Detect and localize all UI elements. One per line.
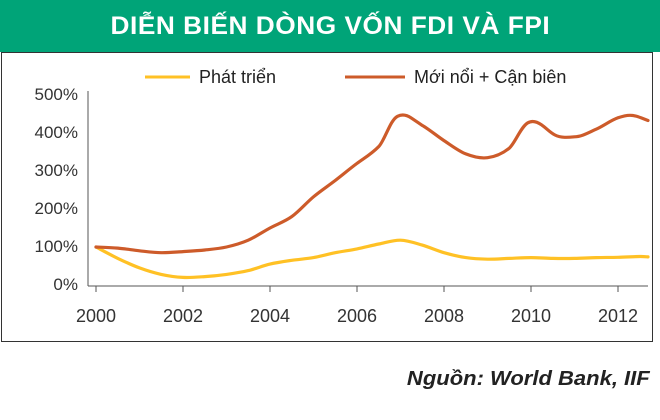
svg-text:2012: 2012 — [598, 306, 638, 326]
svg-text:400%: 400% — [35, 123, 78, 142]
svg-text:2008: 2008 — [424, 306, 464, 326]
svg-text:2004: 2004 — [250, 306, 290, 326]
svg-text:300%: 300% — [35, 161, 78, 180]
svg-text:0%: 0% — [53, 275, 78, 294]
svg-text:200%: 200% — [35, 199, 78, 218]
svg-text:Mới nổi + Cận biên: Mới nổi + Cận biên — [414, 67, 566, 87]
svg-text:2010: 2010 — [511, 306, 551, 326]
svg-text:100%: 100% — [35, 237, 78, 256]
svg-text:2006: 2006 — [337, 306, 377, 326]
svg-text:500%: 500% — [35, 85, 78, 104]
svg-text:2002: 2002 — [163, 306, 203, 326]
svg-text:Phát triển: Phát triển — [199, 67, 276, 87]
svg-text:2000: 2000 — [76, 306, 116, 326]
